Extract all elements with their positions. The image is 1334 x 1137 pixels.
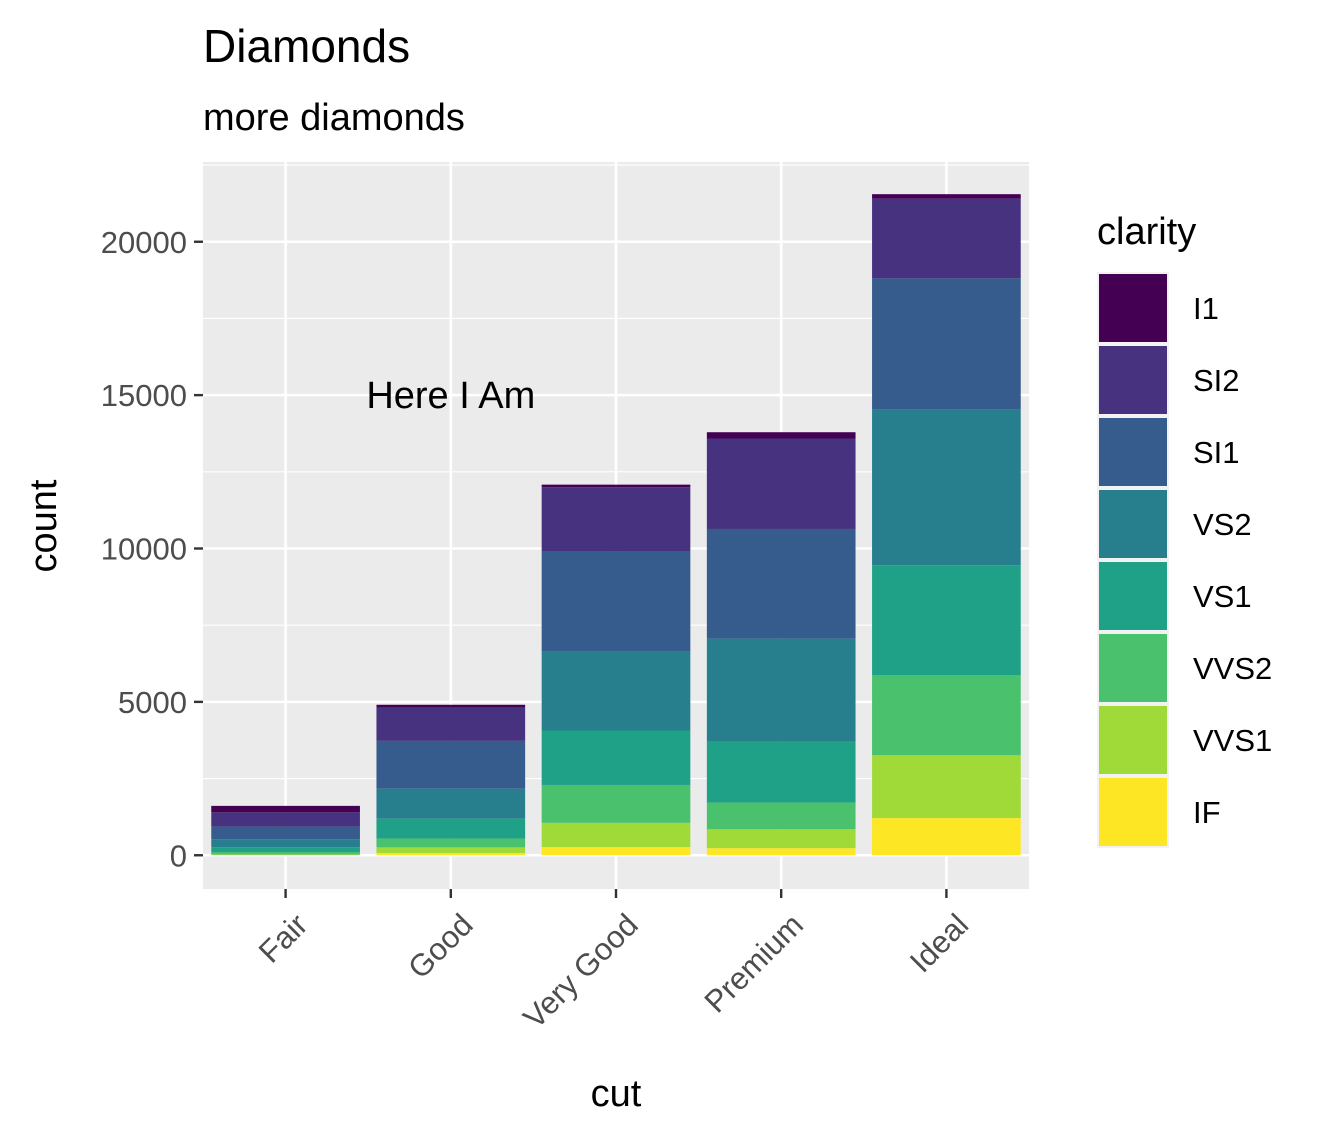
bar-segment	[211, 826, 360, 840]
bar-segment	[541, 484, 691, 488]
bar-segment	[872, 194, 1021, 199]
annotation-text: Here I Am	[366, 375, 535, 417]
bar-segment	[376, 788, 526, 819]
x-tick-label: Very Good	[516, 907, 644, 1035]
bar-segment	[872, 278, 1021, 410]
y-tick-label: 10000	[101, 532, 187, 567]
bar-segment	[541, 730, 691, 785]
legend-swatch	[1099, 562, 1167, 630]
y-axis: 0 5000 10000 15000 20000	[101, 225, 203, 873]
bar-segment	[211, 854, 360, 855]
x-tick-label: Ideal	[903, 907, 975, 979]
bar-segment	[541, 847, 691, 856]
legend-label: VVS1	[1193, 723, 1272, 758]
bar-segment	[376, 740, 526, 789]
bar-segment	[376, 838, 526, 848]
legend-swatch	[1099, 706, 1167, 774]
bar-segment	[376, 853, 526, 856]
legend-swatch	[1099, 490, 1167, 558]
legend-swatch	[1099, 418, 1167, 486]
bar-segment	[872, 755, 1021, 819]
chart-subtitle: more diamonds	[203, 97, 465, 139]
bar-segment	[211, 839, 360, 848]
bar-segment	[706, 848, 856, 856]
legend: clarity I1 SI2 SI1 VS2 VS1 VVS2 VVS1 IF	[1097, 211, 1272, 848]
bar-segment	[872, 198, 1021, 279]
bar-segment	[541, 551, 691, 652]
bar-segment	[211, 852, 360, 855]
x-tick-label: Fair	[252, 907, 315, 970]
x-tick-label: Premium	[698, 907, 810, 1019]
bar-segment	[211, 812, 360, 827]
bar-segment	[872, 565, 1021, 676]
bar-segment	[706, 741, 856, 803]
bar-segment	[376, 818, 526, 839]
legend-label: SI1	[1193, 435, 1240, 470]
bar-segment	[376, 847, 526, 854]
y-tick-label: 20000	[101, 225, 187, 260]
y-axis-title: count	[23, 479, 65, 572]
legend-swatch	[1099, 634, 1167, 702]
legend-label: IF	[1193, 795, 1221, 830]
bar-segment	[211, 805, 360, 813]
legend-swatch	[1099, 274, 1167, 342]
bar-segment	[706, 432, 856, 439]
legend-swatch	[1099, 778, 1167, 846]
x-tick-label: Good	[401, 907, 479, 985]
bar-segment	[211, 847, 360, 853]
bar-segment	[706, 638, 856, 742]
bar-segment	[706, 438, 856, 529]
x-axis-title: cut	[591, 1073, 642, 1115]
legend-swatch	[1099, 346, 1167, 414]
bar-segment	[872, 675, 1021, 756]
x-axis: Fair Good Very Good Premium Ideal	[252, 889, 975, 1035]
bar-segment	[376, 704, 526, 708]
bar-segment	[376, 707, 526, 741]
legend-label: I1	[1193, 291, 1219, 326]
bar-segment	[872, 409, 1021, 566]
bar-segment	[541, 784, 691, 823]
bar-segment	[706, 829, 856, 849]
y-tick-label: 0	[170, 838, 187, 873]
bar-segment	[541, 651, 691, 731]
legend-label: SI2	[1193, 363, 1240, 398]
bar-segment	[541, 487, 691, 552]
legend-label: VVS2	[1193, 651, 1272, 686]
legend-label: VS2	[1193, 507, 1252, 542]
legend-title: clarity	[1097, 211, 1196, 253]
bar-segment	[541, 822, 691, 848]
chart-title: Diamonds	[203, 20, 410, 72]
bar-segment	[872, 818, 1021, 856]
y-tick-label: 5000	[118, 685, 187, 720]
legend-label: VS1	[1193, 579, 1252, 614]
bars	[211, 194, 1021, 856]
bar-segment	[706, 802, 856, 830]
y-tick-label: 15000	[101, 378, 187, 413]
bar-segment	[706, 528, 856, 639]
